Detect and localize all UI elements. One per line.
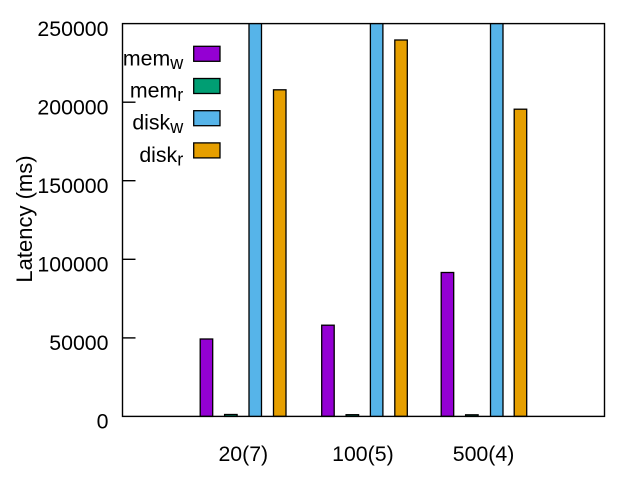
svg-text:diskr: diskr [139, 143, 183, 170]
svg-text:memr: memr [130, 78, 183, 105]
svg-text:200000: 200000 [37, 96, 108, 120]
svg-text:500(4): 500(4) [453, 442, 515, 466]
svg-text:100(5): 100(5) [332, 442, 394, 466]
svg-text:Latency (ms): Latency (ms) [12, 155, 37, 282]
svg-text:50000: 50000 [49, 331, 108, 355]
svg-text:memw: memw [123, 46, 184, 73]
svg-text:250000: 250000 [37, 17, 108, 41]
svg-text:150000: 150000 [37, 174, 108, 198]
svg-text:100000: 100000 [37, 253, 108, 277]
svg-text:20(7): 20(7) [218, 442, 268, 466]
svg-text:0: 0 [97, 410, 109, 434]
